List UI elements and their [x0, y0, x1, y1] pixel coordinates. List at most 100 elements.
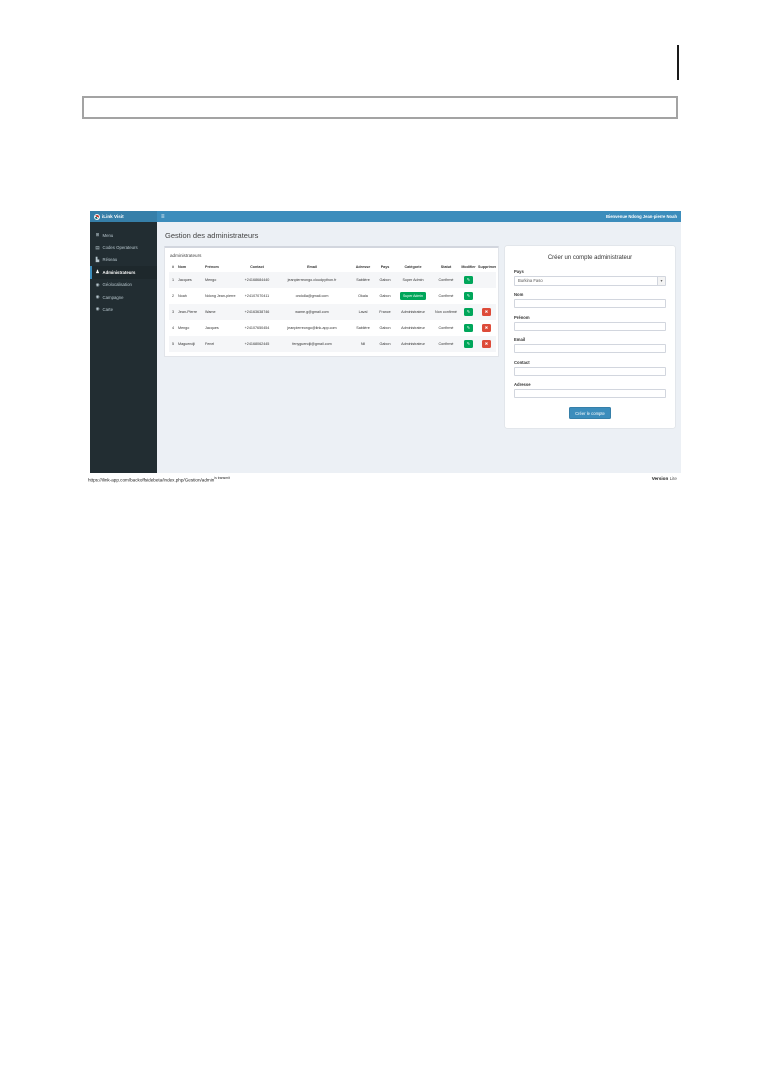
blank-box	[82, 96, 678, 119]
sidebar-item-label: Administrateurs	[102, 269, 136, 275]
url-text: https://ilink-app.com/backoffsidebeta/in…	[88, 477, 215, 483]
cell-num: 4	[171, 326, 175, 330]
sidebar-item-reseau[interactable]: ▙ Réseau	[90, 254, 157, 266]
sidebar-item-label: Menu	[102, 232, 114, 238]
column-header-contact: Contact	[250, 265, 264, 269]
cell-nom: Jacques	[178, 278, 192, 282]
map-pin-icon: ◉	[95, 306, 100, 312]
adresse-label: Adresse	[514, 382, 531, 387]
cell-email: ondo8a@gmail.com	[295, 294, 329, 298]
table-header-row: # Nom Prénom Contact Email Adresse Pays Catégor…	[169, 262, 496, 272]
sidebar-item-administrateurs[interactable]: ♟ Administrateurs	[90, 266, 157, 279]
brand-name: iLink Visit	[102, 214, 124, 219]
cell-categorie: Super Admin	[394, 288, 432, 304]
map-pin-icon: ◉	[95, 294, 100, 300]
table-row: 5 Maguendji Fenel +24168062445 fenyguendji@g…	[169, 336, 496, 352]
column-header-statut: Statut	[440, 265, 452, 269]
nom-label: Nom	[514, 292, 524, 297]
cell-pays: Gabon	[379, 278, 391, 282]
pencil-icon: ✎	[466, 340, 471, 346]
delete-button[interactable]: ✖	[482, 340, 491, 348]
administrators-panel: administrateurs # Nom Prénom Contact Email Ad…	[164, 246, 499, 357]
pays-select[interactable]: Burkina Faso ▾	[514, 276, 666, 286]
cell-contact: +24107650454	[244, 326, 270, 330]
form-field-prenom: Prénom	[514, 315, 666, 331]
trash-icon: ✖	[484, 324, 489, 330]
pencil-icon: ✎	[466, 276, 471, 282]
welcome-text: Bienvenue Ndong Jean-pierre Noah	[606, 214, 677, 219]
cell-categorie: Super Admin	[402, 278, 424, 282]
delete-button[interactable]: ✖	[482, 308, 491, 316]
adresse-input[interactable]	[514, 389, 666, 398]
form-field-nom: Nom	[514, 292, 666, 308]
cell-adresse: Okala	[358, 294, 368, 298]
version-text: Version Lite	[652, 476, 677, 481]
cell-contact: +24168062445	[244, 342, 270, 346]
column-header-adresse: Adresse	[355, 265, 371, 269]
sidebar-item-codes-operateurs[interactable]: ▤ Codes Operateurs	[90, 241, 157, 253]
sidebar-item-carte[interactable]: ◉ Carte	[90, 303, 157, 315]
email-input[interactable]	[514, 344, 666, 353]
pays-label: Pays	[514, 269, 524, 274]
pencil-icon: ✎	[466, 324, 471, 330]
edit-button[interactable]: ✎	[464, 340, 473, 348]
cell-supprimer	[477, 288, 496, 304]
cell-modifier: ✎	[460, 336, 477, 352]
edit-button[interactable]: ✎	[464, 324, 473, 332]
nom-input[interactable]	[514, 299, 666, 308]
url-note: is transmit	[214, 476, 230, 480]
cell-statut: Confirmé	[438, 342, 454, 346]
edit-button[interactable]: ✎	[464, 308, 473, 316]
column-header-nom: Nom	[178, 265, 187, 269]
cell-modifier: ✎	[460, 272, 477, 288]
create-admin-card: Créer un compte administrateur Pays Burki…	[505, 246, 675, 428]
page-title: Gestion des administrateurs	[165, 231, 259, 240]
app-screenshot: iLink Visit ≡ Bienvenue Ndong Jean-pierr…	[90, 211, 681, 473]
create-account-button[interactable]: Créer le compte	[569, 407, 611, 419]
column-header-pays: Pays	[380, 265, 390, 269]
edit-button[interactable]: ✎	[464, 292, 473, 300]
cell-supprimer: ✖	[477, 320, 496, 336]
page-edge-line	[677, 45, 679, 80]
prenom-input[interactable]	[514, 321, 666, 331]
categorie-badge: Super Admin	[399, 292, 427, 300]
cell-email: wame.g@gmail.com	[295, 310, 329, 314]
cell-adresse: Sablière	[356, 278, 370, 282]
cell-statut: Confirmé	[438, 278, 454, 282]
cell-prenom: Wame	[205, 310, 216, 314]
logo-icon	[94, 213, 100, 220]
hamburger-icon[interactable]: ≡	[161, 213, 165, 220]
table-row: 1 Jacques Mengo +24168684440 jeanpierreongo.…	[169, 272, 496, 288]
map-pin-icon: ◉	[95, 281, 100, 287]
sidebar-item-menu[interactable]: ⊞ Menu	[90, 229, 157, 241]
sidebar-item-geolocalisation[interactable]: ◉ Géolocalisation	[90, 279, 157, 291]
cell-prenom: Mengo	[205, 278, 217, 282]
app-logo: iLink Visit	[90, 211, 157, 222]
cell-modifier: ✎	[460, 320, 477, 336]
cell-email: jeanpierreongo.cloudpython.fr	[287, 278, 337, 282]
form-field-pays: Pays Burkina Faso ▾	[514, 269, 666, 286]
email-label: Email	[514, 337, 526, 342]
select-value: Burkina Faso	[518, 278, 543, 284]
cell-supprimer: ✖	[477, 336, 496, 352]
cell-modifier: ✎	[460, 288, 477, 304]
cell-categorie: Administrateur	[401, 342, 425, 346]
chevron-down-icon: ▾	[657, 277, 665, 285]
table-row: 3 Jean-Pierre Wame +24163638746 wame.g@gmail…	[169, 304, 496, 320]
column-header-modifier: Modifier	[461, 265, 476, 269]
contact-label: Contact	[514, 359, 530, 365]
cell-adresse: Laval	[358, 310, 368, 314]
edit-button[interactable]: ✎	[464, 276, 473, 284]
cell-nom: Maguendji	[178, 342, 196, 346]
form-field-email: Email	[514, 337, 666, 353]
cell-email: jeanpierreongo@link-app.com	[287, 326, 337, 330]
cell-pays: Gabon	[379, 326, 391, 330]
contact-input[interactable]	[514, 366, 666, 376]
cell-statut: Confirmé	[438, 294, 454, 298]
cell-supprimer: ✖	[477, 304, 496, 320]
cell-prenom: Ndong Jean-pierre	[205, 294, 236, 298]
delete-button[interactable]: ✖	[482, 324, 491, 332]
sidebar-item-campagne[interactable]: ◉ Campagne	[90, 291, 157, 303]
app-body: ⊞ Menu ▤ Codes Operateurs ▙ Réseau ♟ Administra…	[90, 222, 681, 473]
